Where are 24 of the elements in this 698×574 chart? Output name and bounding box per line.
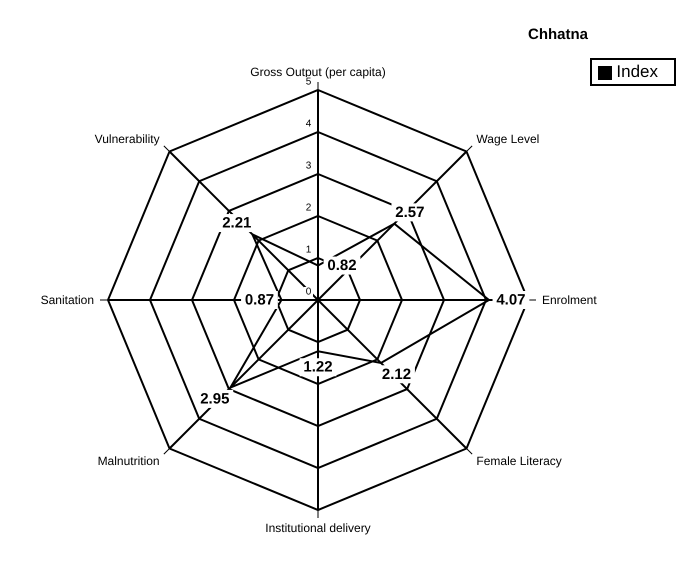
y-tick-label: 0	[306, 286, 312, 298]
spoke-label: Vulnerability	[94, 132, 160, 146]
spoke-label: Wage Level	[476, 132, 540, 146]
data-label: 2.57	[395, 204, 424, 221]
data-label: 4.07	[496, 292, 526, 308]
y-tick-label: 2	[306, 202, 312, 214]
y-tick-label: 1	[306, 244, 312, 256]
spoke-label: Institutional delivery	[265, 521, 371, 535]
spoke-label: Enrolment	[542, 293, 598, 307]
data-label: 1.22	[303, 358, 333, 376]
spoke-label: Gross Output (per capita)	[250, 65, 386, 79]
data-label: 2.95	[200, 390, 230, 408]
data-label: 0.82	[327, 257, 357, 274]
spoke-label: Sanitation	[40, 293, 94, 307]
y-tick-label: 4	[306, 118, 312, 130]
y-tick-label: 3	[306, 160, 312, 172]
data-label: 0.87	[244, 292, 274, 308]
data-label: 2.12	[382, 366, 412, 383]
data-label: 2.21	[222, 214, 252, 232]
spoke-label: Malnutrition	[98, 454, 160, 468]
y-tick-label: 5	[306, 76, 312, 88]
legend-label: Index	[616, 62, 658, 81]
chart-title: Chhatna	[527, 26, 589, 43]
spoke-label: Female Literacy	[476, 454, 562, 468]
